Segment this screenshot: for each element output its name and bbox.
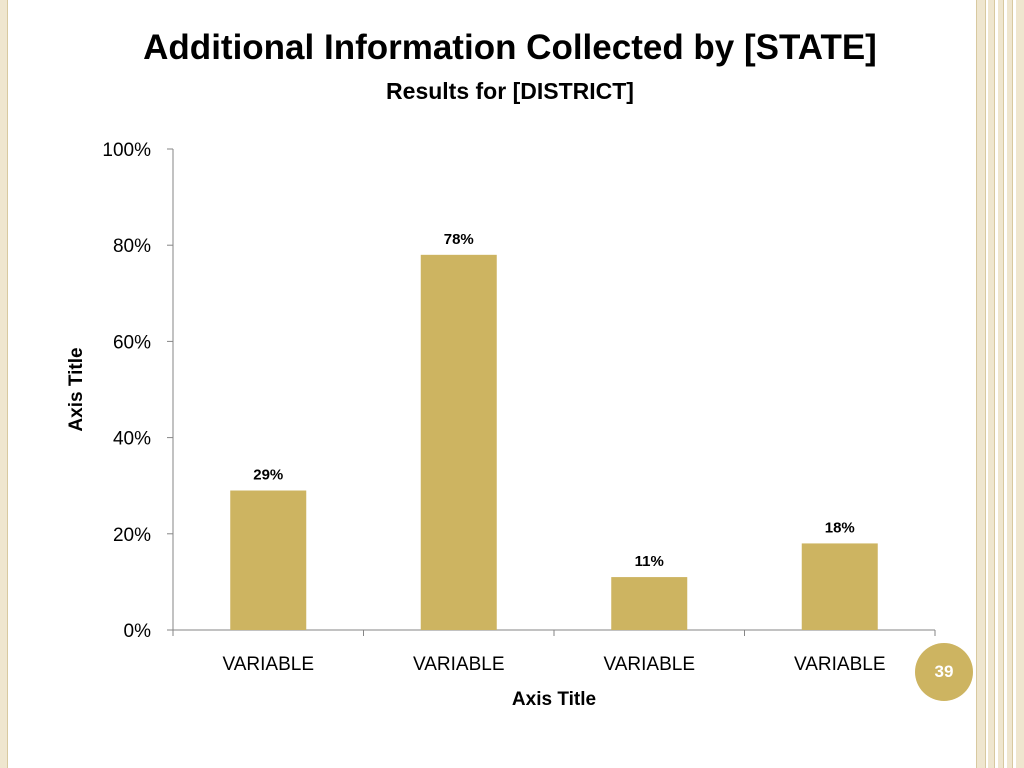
x-category-label: VARIABLE <box>794 654 886 675</box>
right-decorative-stripes <box>976 0 1024 768</box>
stripe <box>988 0 995 768</box>
y-tick-label: 20% <box>113 525 151 546</box>
data-label: 18% <box>825 519 855 536</box>
y-tick-label: 100% <box>102 140 151 161</box>
x-axis-title: Axis Title <box>512 689 596 710</box>
y-tick-label: 0% <box>124 621 152 642</box>
chart-subtitle: Results for [DISTRICT] <box>386 78 634 104</box>
data-label: 29% <box>253 467 283 484</box>
data-label: 11% <box>635 553 664 570</box>
left-decorative-border <box>0 0 8 768</box>
bar <box>420 254 497 630</box>
x-category-label: VARIABLE <box>222 654 314 675</box>
data-label: 78% <box>444 231 474 248</box>
y-tick-label: 80% <box>113 236 151 257</box>
y-tick-label: 40% <box>113 429 151 450</box>
bar <box>230 490 307 630</box>
stripe <box>1016 0 1024 768</box>
y-tick-label: 60% <box>113 332 151 353</box>
bar <box>801 543 878 630</box>
stripe <box>998 0 1004 768</box>
stripe <box>1007 0 1013 768</box>
chart-title: Additional Information Collected by [STA… <box>143 28 877 67</box>
x-category-label: VARIABLE <box>413 654 505 675</box>
y-axis-title: Axis Title <box>66 347 87 431</box>
stripe <box>976 0 986 768</box>
bar <box>611 577 688 630</box>
x-category-label: VARIABLE <box>603 654 695 675</box>
slide-number-badge: 39 <box>915 643 973 701</box>
